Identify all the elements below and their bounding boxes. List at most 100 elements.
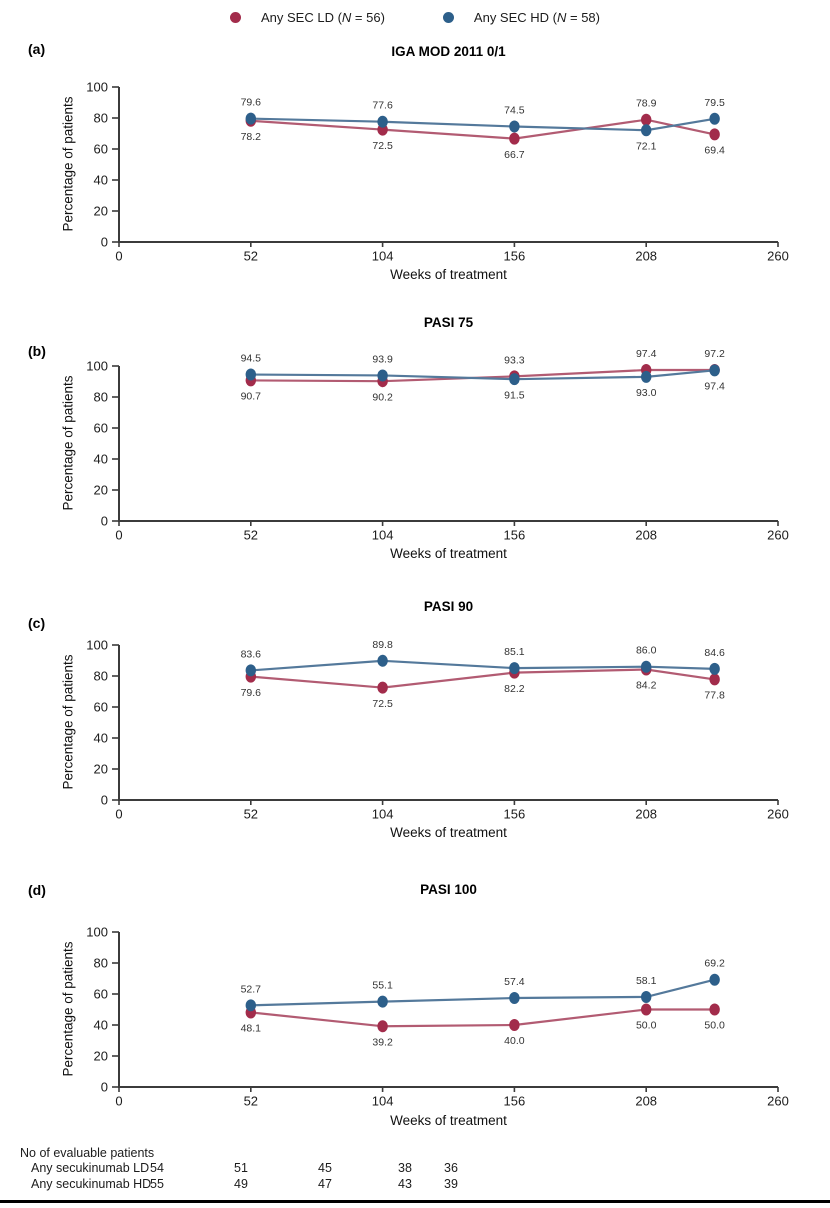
x-tick-label: 260: [767, 528, 789, 543]
x-tick-label: 156: [504, 528, 526, 543]
evaluable-row-hd-label: Any secukinumab HD: [31, 1177, 152, 1191]
x-tick-label: 208: [635, 807, 657, 822]
table-cell: 55: [150, 1177, 164, 1191]
data-point-label-hd: 69.2: [704, 958, 725, 970]
table-cell: 36: [444, 1161, 458, 1175]
data-point-ld: [377, 681, 388, 694]
table-cell: 38: [398, 1161, 412, 1175]
data-point-hd: [377, 995, 388, 1008]
y-tick-label: 0: [101, 792, 108, 807]
data-point-label-ld: 77.8: [704, 690, 725, 702]
y-tick-label: 0: [101, 1079, 108, 1094]
data-point-label-ld: 93.3: [504, 354, 525, 366]
data-point-hd: [377, 654, 388, 667]
x-tick-label: 0: [115, 807, 122, 822]
y-tick-label: 40: [94, 172, 108, 187]
data-point-label-ld: 72.5: [372, 140, 393, 152]
x-tick-label: 156: [504, 1094, 526, 1109]
data-point-ld: [509, 1019, 520, 1031]
data-point-ld: [377, 1020, 388, 1033]
data-point-hd: [245, 664, 256, 677]
x-tick-label: 104: [372, 807, 394, 822]
y-tick-label: 20: [94, 203, 108, 218]
panel-b-letter: (b): [28, 343, 46, 359]
data-point-ld: [509, 132, 520, 145]
y-tick-label: 100: [86, 79, 108, 94]
y-tick-label: 60: [94, 699, 108, 714]
panel-b-title: PASI 75: [423, 315, 474, 330]
table-cell: 49: [234, 1177, 248, 1191]
y-tick-label: 100: [86, 358, 108, 373]
data-point-label-hd: 85.1: [504, 646, 525, 658]
y-tick-label: 80: [94, 389, 108, 404]
data-point-label-hd: 83.6: [241, 648, 262, 660]
y-tick-label: 40: [94, 451, 108, 466]
data-point-hd: [641, 660, 652, 673]
y-tick-label: 80: [94, 668, 108, 683]
data-point-hd: [509, 120, 520, 133]
data-point-label-hd: 79.6: [241, 97, 262, 109]
y-tick-label: 60: [94, 986, 108, 1001]
evaluable-patients-header: No of evaluable patients: [20, 1146, 155, 1160]
data-point-label-hd: 93.9: [372, 353, 393, 365]
ld-series-dot-icon: [230, 12, 241, 23]
table-cell: 47: [318, 1177, 332, 1191]
data-point-ld: [709, 128, 720, 141]
panel-c-title: PASI 90: [423, 599, 474, 614]
legend-item-any-sec-hd: Any SEC HD (N = 58): [442, 10, 600, 25]
data-point-label-ld: 48.1: [241, 1023, 262, 1035]
panel-a-title: IGA MOD 2011 0/1: [391, 44, 506, 59]
legend-label-hd: Any SEC HD (N = 58): [473, 10, 600, 25]
data-point-label-ld: 72.5: [372, 698, 393, 710]
data-point-label-ld: 50.0: [636, 1020, 657, 1032]
data-point-hd: [245, 999, 256, 1012]
data-point-label-hd: 79.5: [704, 97, 725, 109]
data-point-hd: [641, 370, 652, 383]
data-point-label-ld: 69.4: [704, 145, 725, 157]
data-point-hd: [641, 124, 652, 137]
data-point-label-hd: 94.5: [241, 353, 262, 365]
data-point-hd: [245, 368, 256, 381]
data-point-hd: [509, 992, 520, 1005]
x-tick-label: 0: [115, 528, 122, 543]
data-point-label-ld: 90.7: [241, 391, 262, 403]
panel-d-ylabel: Percentage of patients: [60, 941, 76, 1077]
x-tick-label: 208: [635, 1094, 657, 1109]
data-point-label-ld: 39.2: [372, 1036, 393, 1048]
y-tick-label: 60: [94, 420, 108, 435]
panel-a-xlabel: Weeks of treatment: [390, 267, 507, 282]
panel-b-xlabel: Weeks of treatment: [390, 546, 507, 561]
x-tick-label: 0: [115, 1094, 122, 1109]
data-point-hd: [509, 662, 520, 675]
data-point-hd: [709, 662, 720, 675]
data-point-label-hd: 72.1: [636, 140, 657, 152]
data-point-label-hd: 97.2: [704, 348, 725, 360]
data-point-label-hd: 86.0: [636, 645, 657, 657]
y-tick-label: 20: [94, 1048, 108, 1063]
legend-label-ld: Any SEC LD (N = 56): [261, 10, 385, 25]
x-tick-label: 52: [244, 1094, 258, 1109]
panel-a-ylabel: Percentage of patients: [60, 96, 76, 232]
data-point-label-hd: 93.0: [636, 387, 657, 399]
panel-d-title: PASI 100: [420, 882, 477, 897]
y-tick-label: 20: [94, 482, 108, 497]
data-point-hd: [709, 112, 720, 125]
data-point-hd: [709, 973, 720, 986]
table-cell: 54: [150, 1161, 164, 1175]
table-cell: 45: [318, 1161, 332, 1175]
y-tick-label: 40: [94, 730, 108, 745]
data-point-label-hd: 58.1: [636, 975, 657, 987]
figure-bottom-rule: [0, 1200, 830, 1203]
data-point-ld: [641, 113, 652, 126]
x-tick-label: 260: [767, 807, 789, 822]
legend-item-any-sec-ld: Any SEC LD (N = 56): [230, 10, 385, 25]
y-tick-label: 40: [94, 1017, 108, 1032]
table-cell: 43: [398, 1177, 412, 1191]
data-point-label-ld: 97.4: [704, 381, 725, 393]
x-tick-label: 52: [244, 249, 258, 264]
data-point-hd: [709, 364, 720, 377]
data-point-label-ld: 78.2: [241, 131, 262, 143]
x-tick-label: 156: [504, 249, 526, 264]
